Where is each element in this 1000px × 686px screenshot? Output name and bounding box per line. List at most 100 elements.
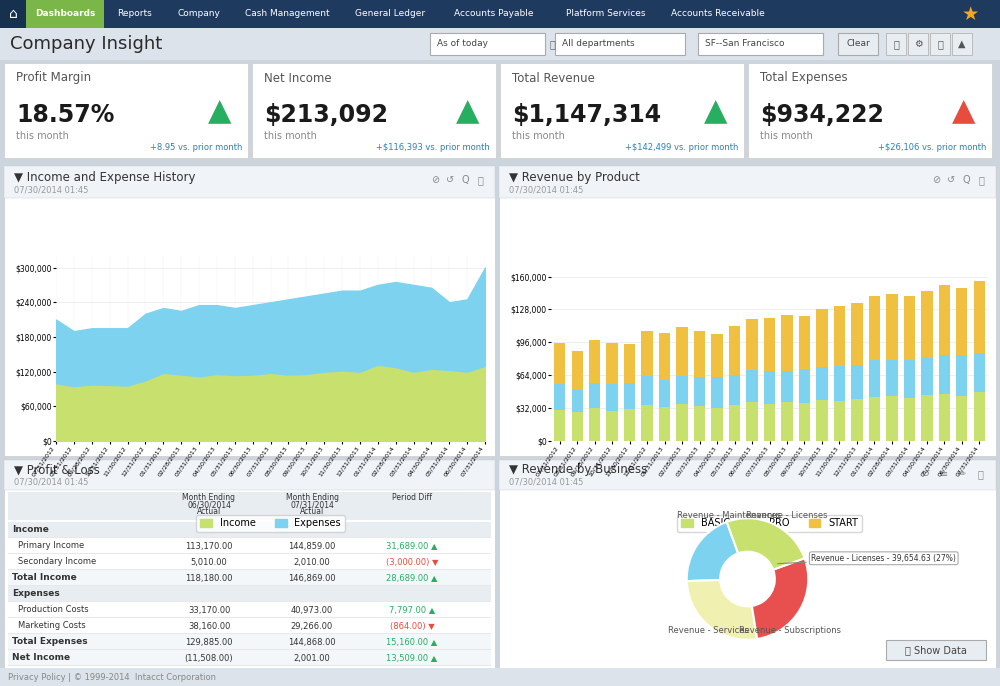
FancyBboxPatch shape — [8, 665, 491, 666]
FancyBboxPatch shape — [8, 617, 491, 618]
Text: 07/30/2014 01:45: 07/30/2014 01:45 — [509, 477, 583, 486]
Text: Company Insight: Company Insight — [10, 35, 162, 53]
Text: 33,170.00: 33,170.00 — [188, 606, 230, 615]
Text: Accounts Receivable: Accounts Receivable — [671, 10, 765, 19]
FancyBboxPatch shape — [8, 570, 491, 586]
Text: 📅: 📅 — [549, 39, 555, 49]
FancyBboxPatch shape — [8, 633, 491, 634]
Bar — [869, 359, 880, 397]
Bar — [729, 375, 740, 405]
Wedge shape — [687, 580, 757, 640]
Legend: Income, Expenses: Income, Expenses — [196, 514, 345, 532]
FancyBboxPatch shape — [908, 33, 928, 55]
Text: $1,147,314: $1,147,314 — [512, 103, 661, 127]
FancyBboxPatch shape — [499, 460, 996, 490]
Bar — [641, 376, 653, 405]
Text: Accounts Payable: Accounts Payable — [454, 10, 534, 19]
Text: 07/31/2014: 07/31/2014 — [290, 501, 334, 510]
Text: 18.57%: 18.57% — [16, 103, 114, 127]
Wedge shape — [687, 522, 738, 581]
Text: 146,869.00: 146,869.00 — [288, 573, 336, 582]
Bar — [676, 327, 688, 376]
Text: (864.00) ▼: (864.00) ▼ — [390, 622, 434, 630]
Text: 40,973.00: 40,973.00 — [291, 606, 333, 615]
FancyBboxPatch shape — [0, 158, 1000, 166]
FancyBboxPatch shape — [930, 33, 950, 55]
Bar — [869, 397, 880, 441]
Text: Month Ending: Month Ending — [286, 493, 338, 503]
Bar — [886, 294, 898, 359]
Text: Net Income: Net Income — [12, 654, 70, 663]
FancyBboxPatch shape — [0, 0, 1000, 28]
FancyBboxPatch shape — [438, 0, 550, 28]
Text: ⌂: ⌂ — [9, 7, 17, 21]
FancyBboxPatch shape — [555, 33, 685, 55]
FancyBboxPatch shape — [4, 460, 495, 490]
FancyBboxPatch shape — [8, 586, 491, 602]
Bar — [921, 291, 933, 358]
Bar — [816, 309, 828, 367]
Bar — [869, 296, 880, 359]
Text: Privacy Policy | © 1999-2014  Intacct Corporation: Privacy Policy | © 1999-2014 Intacct Cor… — [8, 672, 216, 681]
Text: 15,160.00 ▲: 15,160.00 ▲ — [386, 637, 438, 646]
Bar — [956, 288, 967, 355]
FancyBboxPatch shape — [4, 63, 248, 158]
Text: General Ledger: General Ledger — [355, 10, 426, 19]
Bar — [589, 408, 600, 441]
Bar — [659, 380, 670, 407]
Text: 2,001.00: 2,001.00 — [294, 654, 330, 663]
Bar — [816, 367, 828, 400]
Text: 113,170.00: 113,170.00 — [185, 541, 233, 550]
Text: 06/30/2014: 06/30/2014 — [187, 501, 231, 510]
FancyBboxPatch shape — [26, 0, 104, 28]
Text: Production Costs: Production Costs — [18, 606, 89, 615]
Bar — [904, 296, 915, 359]
Bar — [624, 344, 635, 383]
Bar — [676, 376, 688, 404]
Text: ▼ Income and Expense History: ▼ Income and Expense History — [14, 171, 196, 183]
Bar — [904, 398, 915, 441]
Bar — [799, 316, 810, 369]
FancyBboxPatch shape — [0, 0, 26, 28]
Wedge shape — [727, 518, 805, 569]
FancyBboxPatch shape — [886, 33, 906, 55]
Bar — [834, 401, 845, 441]
Text: Net Income: Net Income — [264, 71, 332, 84]
Text: 07/30/2014 01:45: 07/30/2014 01:45 — [14, 477, 88, 486]
Text: 7,797.00 ▲: 7,797.00 ▲ — [389, 606, 435, 615]
Text: Total Income: Total Income — [12, 573, 77, 582]
FancyBboxPatch shape — [8, 634, 491, 650]
Bar — [939, 355, 950, 394]
Text: Actual: Actual — [300, 508, 324, 517]
Text: 07/30/2014 01:45: 07/30/2014 01:45 — [14, 185, 88, 195]
Bar — [572, 351, 583, 390]
Text: Revenue - Licenses - 39,654.63 (27%): Revenue - Licenses - 39,654.63 (27%) — [778, 554, 956, 564]
Bar — [799, 403, 810, 441]
Text: Actual: Actual — [197, 508, 221, 517]
Text: 🗑: 🗑 — [477, 175, 483, 185]
Bar — [851, 399, 863, 441]
Text: this month: this month — [760, 131, 813, 141]
FancyBboxPatch shape — [4, 166, 495, 198]
Text: Total Revenue: Total Revenue — [512, 71, 595, 84]
Bar — [554, 410, 565, 441]
Text: Primary Income: Primary Income — [18, 541, 84, 550]
Bar — [799, 369, 810, 403]
Bar — [781, 315, 793, 371]
Bar — [851, 365, 863, 399]
FancyBboxPatch shape — [662, 0, 774, 28]
Text: Revenue - Licenses: Revenue - Licenses — [746, 510, 828, 520]
Bar — [589, 383, 600, 408]
FancyBboxPatch shape — [838, 33, 878, 55]
Bar — [956, 355, 967, 396]
Bar — [974, 353, 985, 392]
Text: Revenue - Maintenances: Revenue - Maintenances — [677, 510, 781, 520]
Text: this month: this month — [512, 131, 565, 141]
FancyBboxPatch shape — [166, 0, 231, 28]
Text: SF--San Francisco: SF--San Francisco — [705, 40, 784, 49]
FancyBboxPatch shape — [499, 460, 996, 668]
FancyBboxPatch shape — [8, 554, 491, 570]
Bar — [764, 318, 775, 371]
Legend: BASIC, PRO, START: BASIC, PRO, START — [677, 514, 862, 532]
Text: 5,010.00: 5,010.00 — [191, 558, 227, 567]
